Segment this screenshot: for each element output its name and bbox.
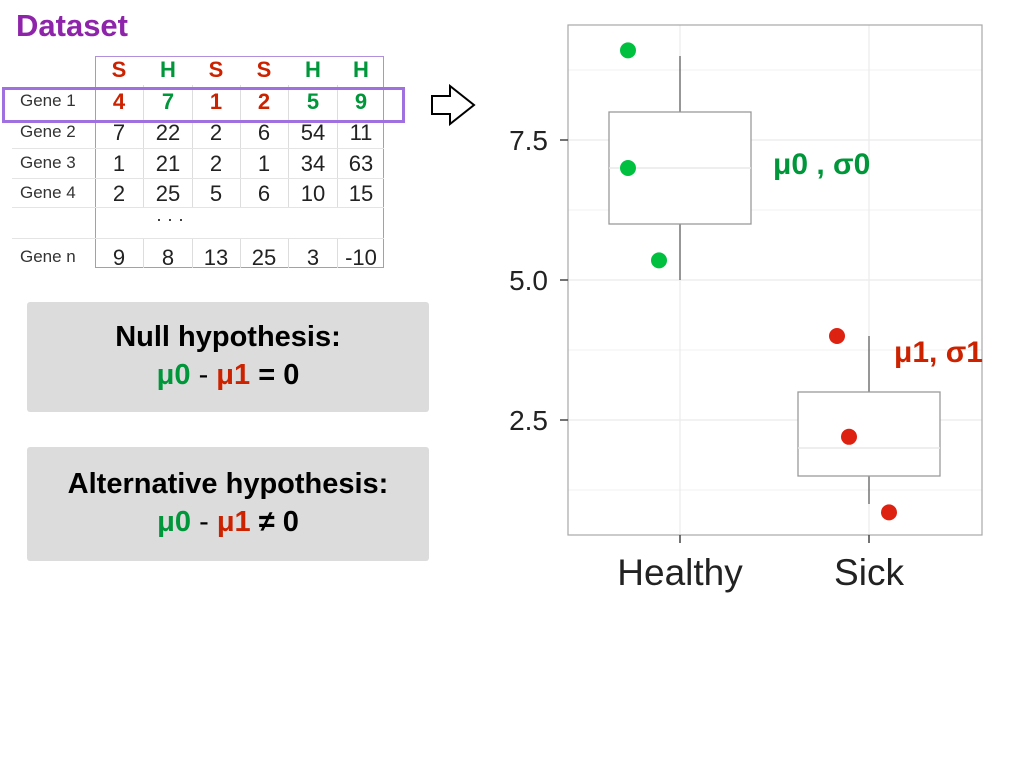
table-cell: 3: [306, 245, 320, 270]
table-cell: 7: [112, 120, 126, 145]
alt-mu1: μ1: [216, 506, 251, 538]
table-col-divider: [288, 238, 289, 268]
table-cell: 2: [209, 151, 223, 176]
data-point: [841, 428, 857, 445]
table-cell: 8: [161, 245, 175, 270]
table-cell: 25: [155, 181, 181, 206]
sick-params-label: μ1, σ1: [894, 336, 983, 369]
table-cell: 9: [112, 245, 126, 270]
table-ellipsis: · · ·: [156, 209, 184, 229]
null-hypothesis-box: Null hypothesis: μ0 - μ1 = 0: [27, 302, 429, 412]
table-cell: 4: [112, 89, 126, 114]
x-tick-label: Healthy: [617, 552, 743, 593]
table-cell: 54: [300, 120, 326, 145]
data-point: [620, 42, 636, 59]
table-cell: 6: [257, 120, 271, 145]
table-border: [95, 56, 384, 268]
dataset-title: Dataset: [16, 8, 128, 43]
table-row-divider: [12, 207, 384, 208]
arrow-icon: [431, 84, 476, 126]
null-hypothesis-title: Null hypothesis:: [115, 321, 341, 353]
table-col-divider: [192, 238, 193, 268]
table-cell: 25: [251, 245, 277, 270]
table-cell: 10: [300, 181, 326, 206]
table-col-divider: [143, 238, 144, 268]
table-cell: 21: [155, 151, 181, 176]
column-header: S: [111, 57, 127, 82]
y-tick-label: 5.0: [509, 265, 548, 296]
table-cell: 22: [155, 120, 181, 145]
table-cell: 11: [349, 120, 373, 145]
null-mu0: μ0: [156, 359, 191, 391]
column-header: H: [305, 57, 321, 82]
data-point: [881, 504, 897, 521]
table-col-divider: [337, 85, 338, 207]
row-label: Gene 3: [20, 153, 76, 172]
table-cell: 34: [300, 151, 326, 176]
alternative-hypothesis-title: Alternative hypothesis:: [67, 468, 389, 500]
row-label: Gene 4: [20, 183, 76, 202]
table-cell: 1: [209, 89, 223, 114]
table-cell: 1: [112, 151, 126, 176]
null-relation: = 0: [258, 359, 300, 391]
table-cell: 7: [161, 89, 175, 114]
null-minus: -: [198, 359, 209, 391]
row-label: Gene n: [20, 247, 76, 266]
healthy-params-label: μ0 , σ0: [773, 148, 870, 181]
data-point: [620, 160, 636, 176]
column-header: S: [208, 57, 224, 82]
table-col-divider: [143, 85, 144, 207]
alt-minus: -: [199, 506, 209, 538]
table-col-divider: [240, 85, 241, 207]
table-cell: 13: [203, 245, 229, 270]
table-cell: 1: [257, 151, 271, 176]
column-header: H: [160, 57, 176, 82]
table-col-divider: [240, 238, 241, 268]
table-cell: -10: [345, 245, 377, 270]
table-row-divider: [12, 238, 384, 239]
alt-relation: ≠ 0: [258, 506, 299, 538]
table-cell: 63: [348, 151, 374, 176]
null-mu1: μ1: [216, 359, 251, 391]
y-tick-label: 2.5: [509, 405, 548, 436]
table-col-divider: [288, 85, 289, 207]
table-cell: 2: [209, 120, 223, 145]
column-header: H: [353, 57, 369, 82]
row-label: Gene 2: [20, 122, 76, 141]
table-row-divider: [12, 148, 384, 149]
table-cell: 2: [257, 89, 271, 114]
data-point: [651, 252, 667, 269]
table-row-divider: [12, 178, 384, 179]
alt-mu0: μ0: [157, 506, 192, 538]
table-col-divider: [337, 238, 338, 268]
box: [797, 391, 941, 477]
table-cell: 15: [348, 181, 374, 206]
table-cell: 2: [112, 181, 126, 206]
alternative-hypothesis-box: Alternative hypothesis: μ0 - μ1 ≠ 0: [27, 447, 429, 561]
table-cell: 5: [306, 89, 320, 114]
gene1-highlight: [2, 87, 405, 123]
table-col-divider: [192, 85, 193, 207]
table-cell: 5: [209, 181, 223, 206]
column-header: S: [256, 57, 272, 82]
data-point: [829, 328, 845, 344]
row-label: Gene 1: [20, 91, 76, 110]
table-cell: 9: [354, 89, 368, 114]
table-cell: 6: [257, 181, 271, 206]
x-tick-label: Sick: [834, 552, 904, 593]
y-tick-label: 7.5: [509, 125, 548, 156]
